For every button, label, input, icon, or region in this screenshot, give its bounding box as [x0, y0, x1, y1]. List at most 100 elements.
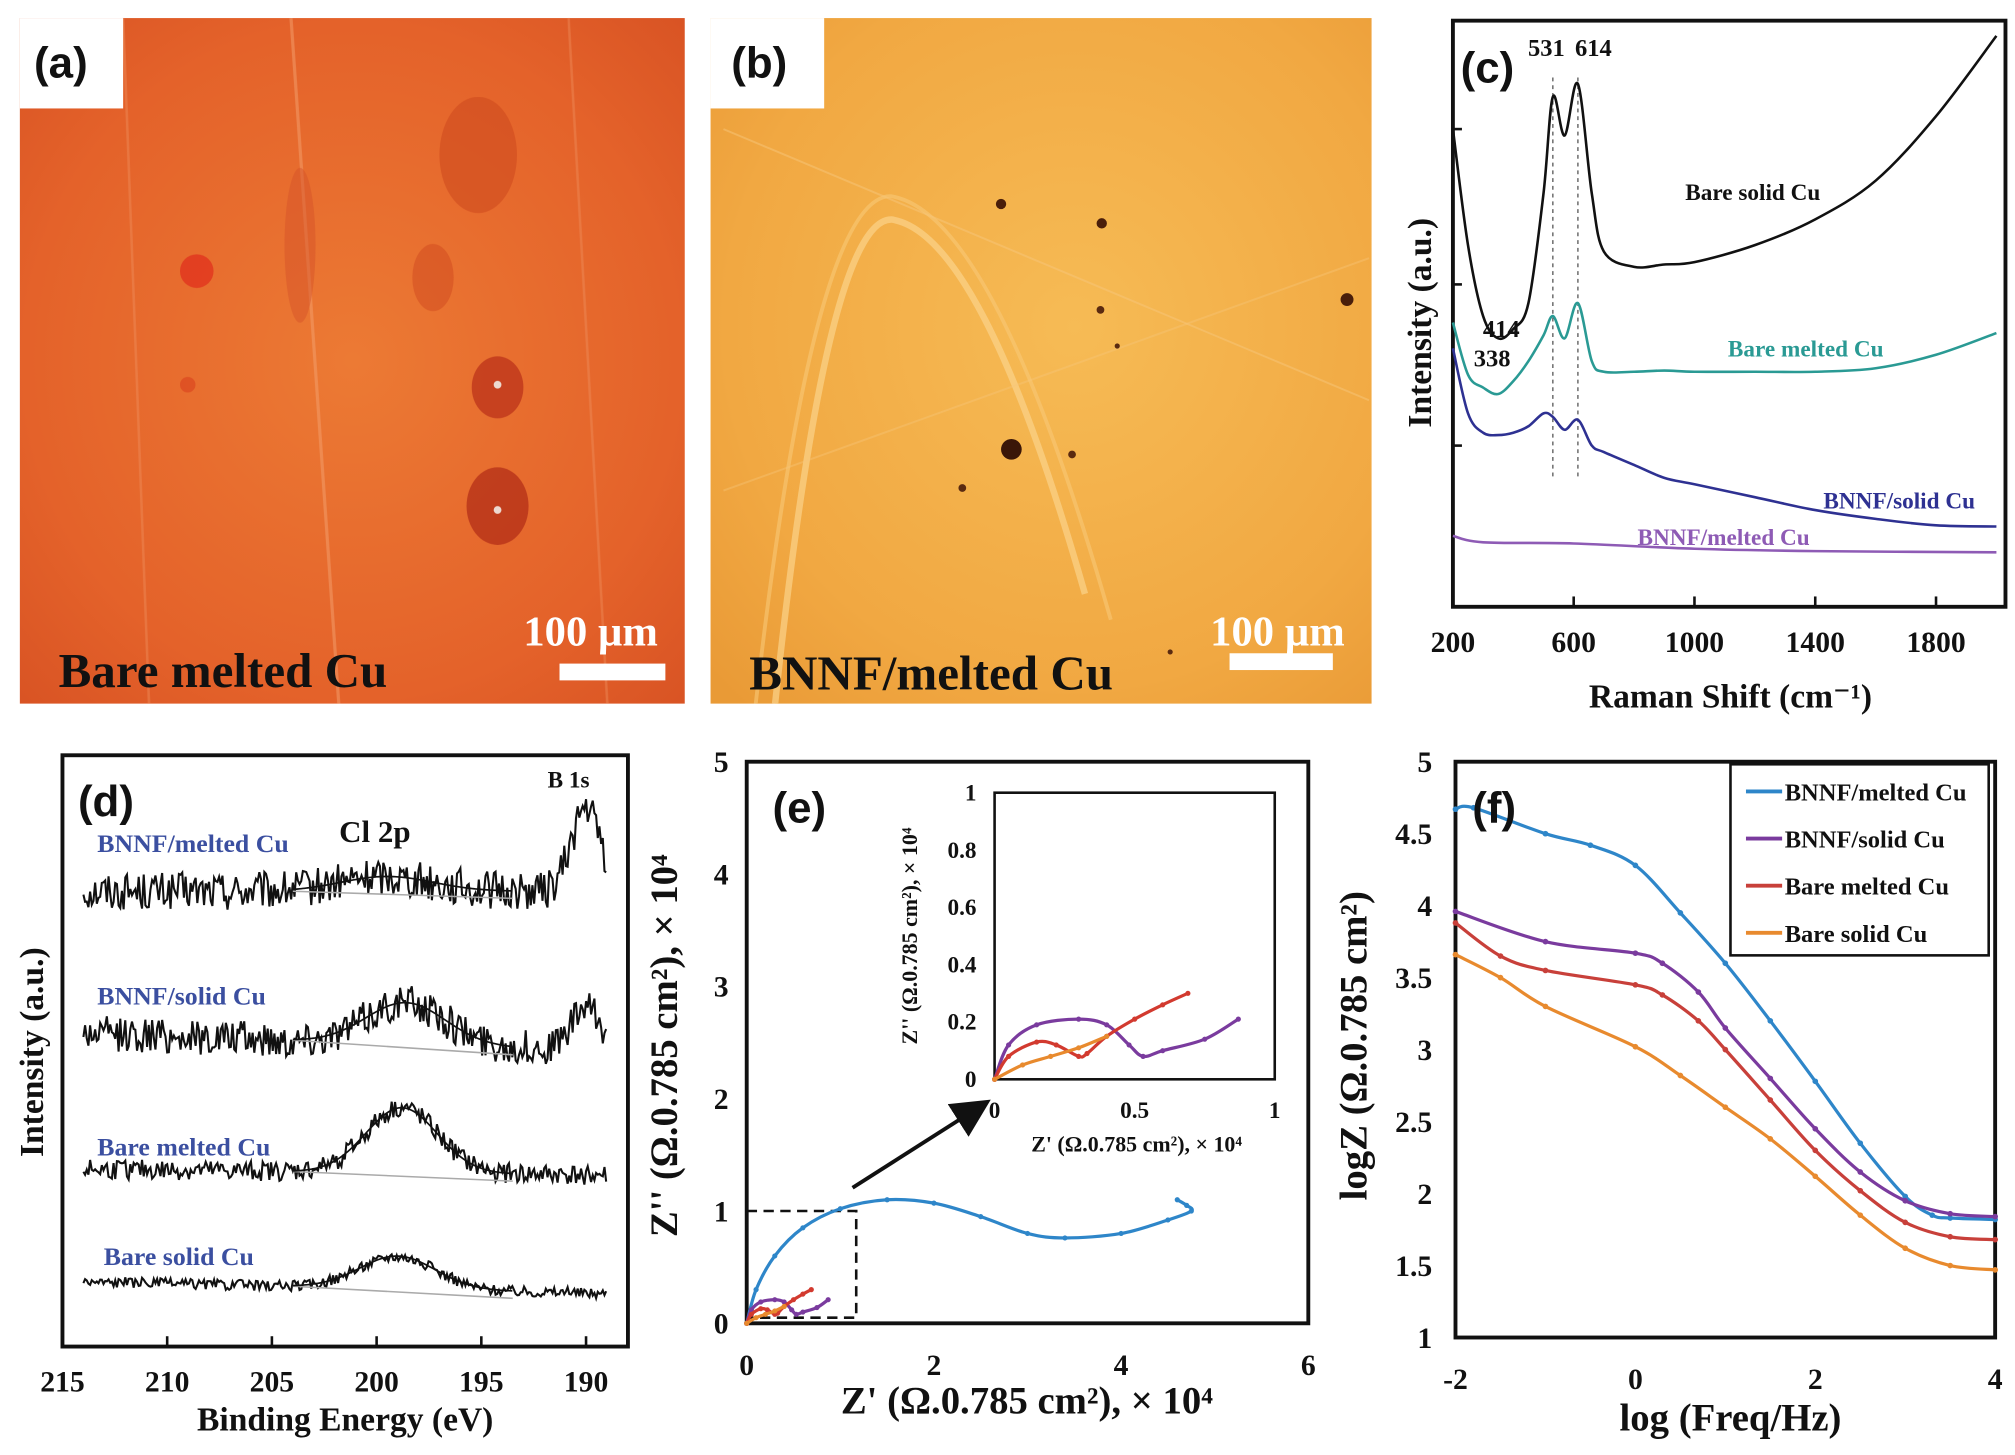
y-tick-label: 4 [714, 859, 729, 891]
data-point [1677, 910, 1684, 916]
x-axis-label: Binding Energy (eV) [197, 1401, 493, 1438]
data-point [1902, 1219, 1909, 1226]
data-point [789, 1307, 795, 1313]
data-point [1992, 1267, 1998, 1273]
plot-frame [1453, 759, 1998, 1340]
y-axis-label: Intensity (a.u.) [1402, 218, 1439, 428]
data-point [758, 1306, 764, 1312]
series-line [1454, 921, 1996, 1242]
legend-box [1729, 763, 1990, 957]
peak-annotation: 338 [1474, 345, 1511, 372]
panel-label-box [19, 18, 124, 109]
data-point [772, 1308, 778, 1314]
data-point [1929, 1212, 1936, 1218]
data-point [1812, 1078, 1819, 1085]
data-point [1992, 1213, 1998, 1220]
background-line [292, 1170, 513, 1182]
x-tick-label: 1000 [1665, 627, 1724, 659]
data-point [1497, 953, 1504, 959]
data-point [1542, 830, 1549, 837]
data-point [772, 1297, 778, 1303]
legend: BNNF/melted Cu BNNF/solid Cu Bare melted C… [1729, 763, 1990, 957]
y-tick-label: 2.5 [1395, 1107, 1432, 1139]
panel-label-b: (b) [731, 38, 787, 87]
inset-y-axis-label: Z'' (Ω.0.785 cm²), × 10⁴ [897, 827, 922, 1044]
x-tick-label: 200 [1431, 627, 1476, 659]
data-point [1722, 1104, 1729, 1111]
series-label: BNNF/solid Cu [1823, 489, 1975, 515]
data-point [793, 1311, 799, 1317]
x-tick-label: 2 [1808, 1364, 1823, 1396]
y-axis-label: Intensity (a.u.) [14, 947, 51, 1157]
series-line [1451, 301, 1997, 396]
inset-data-point [1053, 1042, 1059, 1048]
nyquist-chart: 0 2 4 6 0 1 2 3 4 5 Z' (Ω.0.785 cm²), × 10⁴ Z'' (Ω.… [643, 747, 1316, 1423]
scale-bar-label: 100 µm [523, 609, 658, 656]
data-point [1812, 1173, 1819, 1180]
data-point [1767, 1097, 1774, 1103]
inset-data-point [1076, 1045, 1082, 1051]
data-point [1587, 842, 1594, 849]
data-point [1659, 960, 1666, 967]
data-point [1024, 1230, 1031, 1237]
data-point [1118, 1230, 1124, 1237]
y-tick-label: 2 [714, 1084, 729, 1116]
x-tick-label: 6 [1301, 1350, 1316, 1382]
zoom-region-box [745, 1209, 858, 1319]
y-tick-label: 1 [714, 1196, 729, 1228]
panel-label-a: (a) [34, 38, 88, 87]
data-point [1542, 938, 1549, 945]
micrograph-background [710, 18, 1372, 704]
data-point [800, 1291, 806, 1297]
inset-y-tick-label: 0.4 [947, 952, 976, 978]
data-point [1695, 989, 1702, 995]
panel-b-micrograph: (b) BNNF/melted Cu 100 µm [710, 18, 1372, 704]
data-point [744, 1320, 750, 1326]
panel-label-c: (c) [1461, 44, 1515, 93]
inset-data-point [1202, 1036, 1208, 1042]
data-point [1812, 1147, 1819, 1154]
panel-label-box [710, 18, 825, 109]
data-point [814, 1305, 820, 1311]
data-point [1452, 806, 1459, 813]
data-point [837, 1206, 843, 1212]
inset-series-line [993, 1017, 1240, 1080]
scale-bar [559, 663, 666, 681]
data-point [1452, 951, 1459, 958]
spectrum-line [82, 799, 607, 912]
data-point [1174, 1197, 1180, 1203]
data-point [1452, 920, 1459, 926]
y-axis-label: logZ (Ω.0.785 cm²) [1332, 891, 1375, 1200]
x-tick-label: 600 [1551, 627, 1596, 659]
x-axis-label: log (Freq/Hz) [1620, 1396, 1842, 1439]
series-label: Bare solid Cu [1685, 180, 1820, 206]
series-line [1454, 909, 1996, 1219]
data-point [1722, 960, 1729, 967]
data-point [1857, 1140, 1864, 1147]
x-tick-label: 4 [1114, 1350, 1129, 1382]
y-tick-label: 5 [1417, 747, 1432, 779]
inset-x-tick-label: 1 [1269, 1098, 1281, 1124]
y-tick-label: 3 [1417, 1035, 1432, 1067]
inset-data-point [1160, 1002, 1166, 1008]
inset-data-point [1132, 1016, 1138, 1022]
inset-data-point [1104, 1033, 1110, 1039]
surface-features [121, 17, 609, 704]
x-tick-label: 1800 [1906, 627, 1965, 659]
data-point [1722, 1046, 1729, 1053]
inset-y-tick-label: 0.6 [947, 895, 976, 921]
peak-annotation: B 1s [548, 768, 590, 794]
inset-data-point [1076, 1016, 1082, 1022]
background-line [292, 1285, 513, 1300]
data-point [1812, 1125, 1819, 1132]
data-point [1902, 1245, 1909, 1252]
data-point [1992, 1236, 1998, 1243]
x-tick-label: 0 [739, 1350, 754, 1382]
inset-data-point [1006, 1053, 1012, 1059]
x-tick-label: 195 [459, 1367, 504, 1399]
series-label: BNNF/melted Cu [97, 829, 288, 858]
data-point [781, 1299, 787, 1305]
x-tick-label: 2 [926, 1350, 941, 1382]
data-point [884, 1197, 890, 1203]
y-tick-label: 5 [714, 747, 729, 779]
